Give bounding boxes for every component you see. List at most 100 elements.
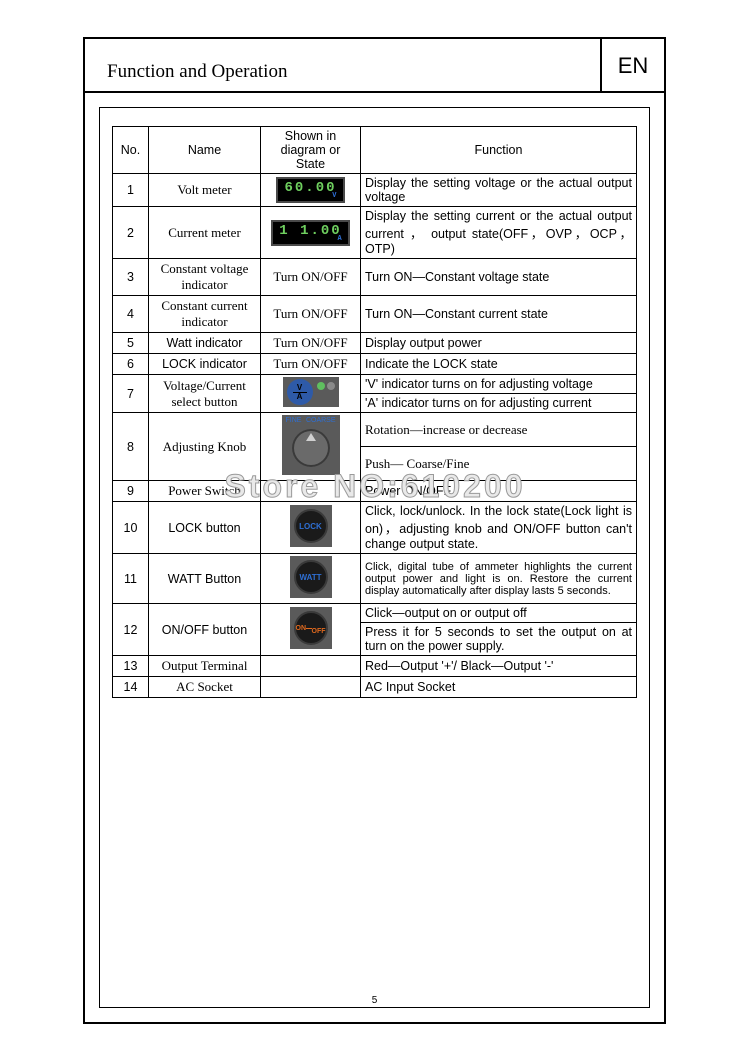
page-title: Function and Operation xyxy=(107,61,287,83)
cell-no: 10 xyxy=(113,502,149,554)
cell-name: LOCK button xyxy=(149,502,261,554)
cell-no: 12 xyxy=(113,604,149,656)
cell-function: Display the setting current or the actua… xyxy=(361,207,637,259)
cell-diagram: VA xyxy=(261,375,361,413)
cell-diagram xyxy=(261,677,361,698)
table-row: 12 ON/OFF button ONOFF Click—output on o… xyxy=(113,604,637,623)
volt-led-icon: 60.00 V xyxy=(276,177,344,203)
cell-no: 2 xyxy=(113,207,149,259)
table-row: 9 Power Switch Power ON/OFF xyxy=(113,481,637,502)
watt-button-label: WATT xyxy=(294,560,328,594)
cell-name: LOCK indicator xyxy=(149,354,261,375)
cell-name: Current meter xyxy=(149,207,261,259)
onoff-button-icon: ONOFF xyxy=(290,607,332,649)
knob-icon: FINE COARSE xyxy=(282,415,340,475)
cell-no: 3 xyxy=(113,259,149,296)
led-green-icon xyxy=(317,382,325,390)
cell-no: 1 xyxy=(113,174,149,207)
cell-function: Click—output on or output off xyxy=(361,604,637,623)
cell-name: WATT Button xyxy=(149,554,261,604)
table-row: 1 Volt meter 60.00 V Display the setting… xyxy=(113,174,637,207)
cell-function: Turn ON—Constant voltage state xyxy=(361,259,637,296)
cell-diagram: ONOFF xyxy=(261,604,361,656)
led-off-icon xyxy=(327,382,335,390)
cell-diagram xyxy=(261,656,361,677)
knob-label-coarse: COARSE xyxy=(306,417,336,424)
table-row: 8 Adjusting Knob FINE COARSE Rotation—in… xyxy=(113,413,637,447)
cell-diagram: Turn ON/OFF xyxy=(261,296,361,333)
table-row: 6 LOCK indicator Turn ON/OFF Indicate th… xyxy=(113,354,637,375)
content-frame: No. Name Shown in diagram or State Funct… xyxy=(99,107,650,1008)
cell-name: AC Socket xyxy=(149,677,261,698)
cell-name: Adjusting Knob xyxy=(149,413,261,481)
cell-function: Rotation—increase or decrease xyxy=(361,413,637,447)
cell-no: 14 xyxy=(113,677,149,698)
cell-no: 7 xyxy=(113,375,149,413)
watt-button-icon: WATT xyxy=(290,556,332,598)
cell-no: 8 xyxy=(113,413,149,481)
cell-diagram: Turn ON/OFF xyxy=(261,354,361,375)
onoff-button-label: ONOFF xyxy=(294,611,328,645)
cell-function: Indicate the LOCK state xyxy=(361,354,637,375)
cell-function: Display the setting voltage or the actua… xyxy=(361,174,637,207)
language-badge: EN xyxy=(600,39,664,93)
cell-name: ON/OFF button xyxy=(149,604,261,656)
cell-no: 5 xyxy=(113,333,149,354)
table-row: 10 LOCK button LOCK Click, lock/unlock. … xyxy=(113,502,637,554)
cell-function: Display output power xyxy=(361,333,637,354)
cell-diagram: 60.00 V xyxy=(261,174,361,207)
page-frame: Function and Operation EN No. Name Shown… xyxy=(83,37,666,1024)
knob-label-fine: FINE xyxy=(286,417,302,424)
cell-name: Power Switch xyxy=(149,481,261,502)
lock-button-label: LOCK xyxy=(294,509,328,543)
cell-no: 4 xyxy=(113,296,149,333)
header: Function and Operation EN xyxy=(85,39,664,93)
col-no: No. xyxy=(113,127,149,174)
amp-led-icon: 1 1.00 A xyxy=(271,220,349,246)
cell-no: 9 xyxy=(113,481,149,502)
table-row: 4 Constant current indicator Turn ON/OFF… xyxy=(113,296,637,333)
cell-function: Power ON/OFF xyxy=(361,481,637,502)
page-number: 5 xyxy=(372,995,378,1006)
cell-diagram: WATT xyxy=(261,554,361,604)
col-name: Name xyxy=(149,127,261,174)
led-value: 1 1.00 xyxy=(279,223,341,239)
cell-function: 'A' indicator turns on for adjusting cur… xyxy=(361,394,637,413)
cell-name: Volt meter xyxy=(149,174,261,207)
cell-diagram xyxy=(261,481,361,502)
col-function: Function xyxy=(361,127,637,174)
cell-diagram: FINE COARSE xyxy=(261,413,361,481)
cell-function: Press it for 5 seconds to set the output… xyxy=(361,623,637,656)
cell-function: Click, lock/unlock. In the lock state(Lo… xyxy=(361,502,637,554)
va-select-icon: VA xyxy=(283,377,339,407)
cell-name: Watt indicator xyxy=(149,333,261,354)
cell-name: Voltage/Current select button xyxy=(149,375,261,413)
table-row: 13 Output Terminal Red—Output '+'/ Black… xyxy=(113,656,637,677)
col-diagram: Shown in diagram or State xyxy=(261,127,361,174)
cell-function: Click, digital tube of ammeter highlight… xyxy=(361,554,637,604)
cell-function: 'V' indicator turns on for adjusting vol… xyxy=(361,375,637,394)
cell-name: Constant current indicator xyxy=(149,296,261,333)
table-row: 7 Voltage/Current select button VA 'V' i… xyxy=(113,375,637,394)
cell-name: Constant voltage indicator xyxy=(149,259,261,296)
table-row: 5 Watt indicator Turn ON/OFF Display out… xyxy=(113,333,637,354)
cell-no: 13 xyxy=(113,656,149,677)
table-row: 2 Current meter 1 1.00 A Display the set… xyxy=(113,207,637,259)
cell-function: Push— Coarse/Fine xyxy=(361,447,637,481)
cell-diagram: LOCK xyxy=(261,502,361,554)
lock-button-icon: LOCK xyxy=(290,505,332,547)
table-header-row: No. Name Shown in diagram or State Funct… xyxy=(113,127,637,174)
cell-function: Turn ON—Constant current state xyxy=(361,296,637,333)
cell-no: 6 xyxy=(113,354,149,375)
function-table: No. Name Shown in diagram or State Funct… xyxy=(112,126,637,698)
cell-name: Output Terminal xyxy=(149,656,261,677)
cell-no: 11 xyxy=(113,554,149,604)
cell-diagram: 1 1.00 A xyxy=(261,207,361,259)
led-value: 60.00 xyxy=(284,180,336,196)
cell-function: AC Input Socket xyxy=(361,677,637,698)
cell-function: Red—Output '+'/ Black—Output '-' xyxy=(361,656,637,677)
table-row: 3 Constant voltage indicator Turn ON/OFF… xyxy=(113,259,637,296)
cell-diagram: Turn ON/OFF xyxy=(261,333,361,354)
table-row: 11 WATT Button WATT Click, digital tube … xyxy=(113,554,637,604)
table-row: 14 AC Socket AC Input Socket xyxy=(113,677,637,698)
